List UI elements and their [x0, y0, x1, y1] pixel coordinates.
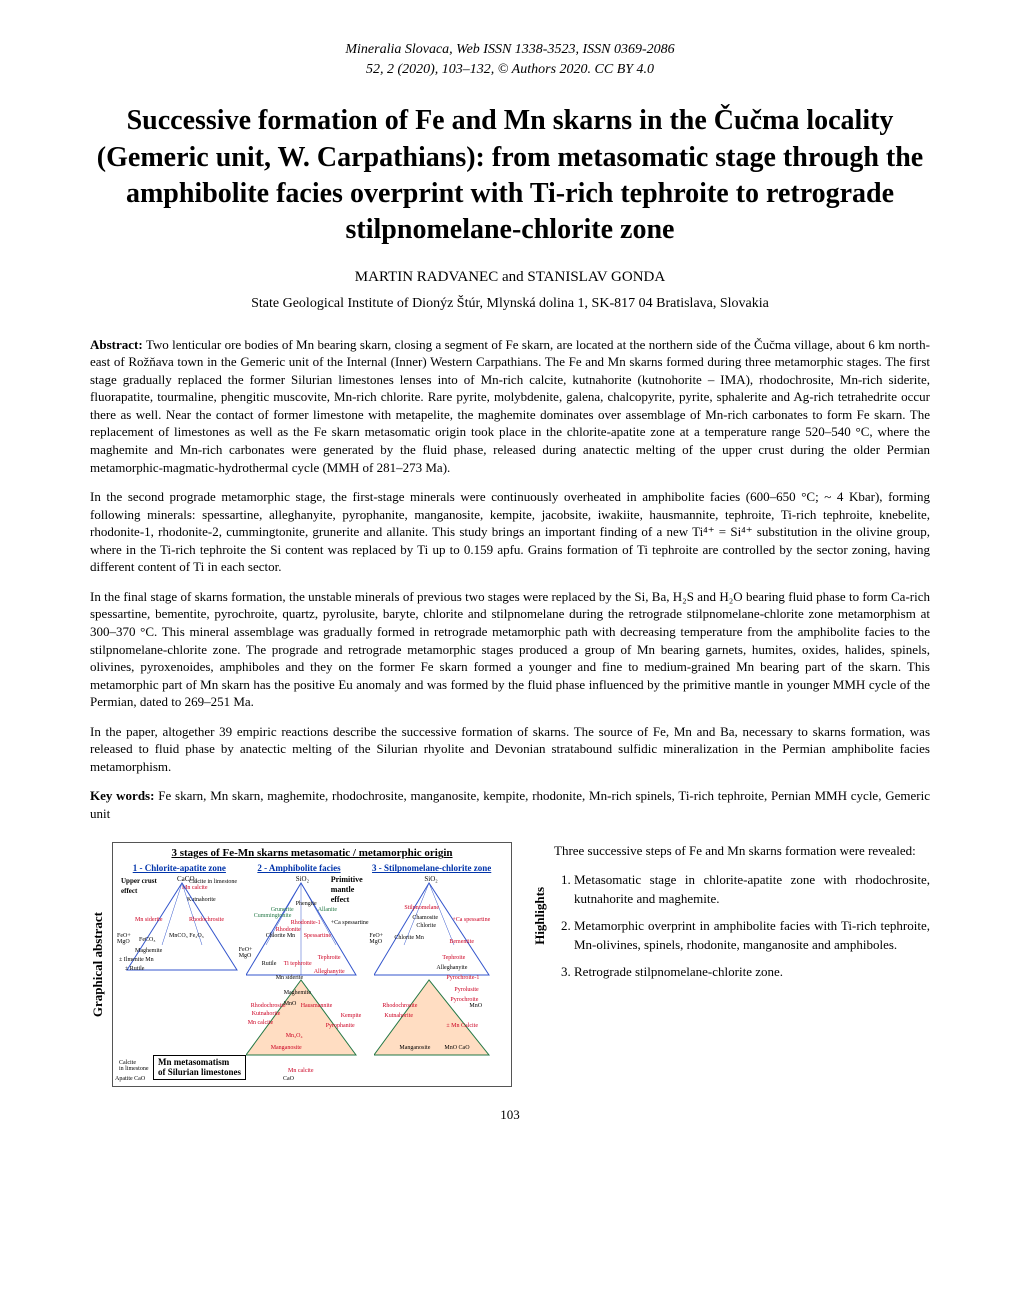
keywords-text: Fe skarn, Mn skarn, maghemite, rhodochro… [90, 788, 930, 821]
ga-right-mno-cao: MnO CaO [444, 1045, 469, 1051]
journal-header: Mineralia Slovaca, Web ISSN 1338-3523, I… [90, 40, 930, 79]
ga-left-rhodochrosite: Rhodochrosite [189, 917, 224, 923]
bottom-section: Graphical abstract 3 stages of Fe-Mn ska… [90, 842, 930, 1087]
ga-left-feco3: FeCO₃ [139, 937, 155, 943]
ga-right-alleghanyite: Alleghanyite [436, 965, 467, 971]
ga-mid-chlorite: Chlorite Mn [266, 933, 296, 939]
ga-right-chamosite: Chamosite [412, 915, 438, 921]
ga-right-kutnahorite: Kutnahorite [384, 1013, 413, 1019]
ga-right-stilpno: Stilpnomelane [404, 905, 439, 911]
ga-mid-caspess: +Ca spessartine [331, 920, 369, 926]
ga-right-bementite: Bementite [449, 939, 474, 945]
ga-right-mno: MnO [469, 1003, 482, 1009]
paper-title: Successive formation of Fe and Mn skarns… [90, 103, 930, 249]
highlights-item-3: Retrograde stilpnomelane-chlorite zone. [574, 963, 930, 982]
ga-mid-mn3o4: Mn₃O₄ [286, 1033, 303, 1039]
ga-right-rhodochrosite: Rhodochrosite [382, 1003, 417, 1009]
ga-bottom-mncalcite: Mn calcite [288, 1068, 314, 1074]
ga-body: Upper crust effect CaCO₃ Calcite in lime… [117, 875, 507, 1065]
ga-mid-kutnahorite: Kutnahorite [252, 1011, 281, 1017]
abstract-paragraph-4: In the paper, altogether 39 empiric reac… [90, 723, 930, 776]
graphical-abstract-container: Graphical abstract 3 stages of Fe-Mn ska… [90, 842, 512, 1087]
ga-left-panel: Upper crust effect CaCO₃ Calcite in lime… [117, 875, 246, 1065]
ga-mid-mnsiderite: Mn siderite [276, 975, 304, 981]
ga-mid-alleghanyite: Alleghanyite [314, 969, 345, 975]
ga-stage2: 2 - Amphibolite facies [257, 863, 340, 873]
ga-mid-feo-mgo: FeO+ MgO [239, 947, 253, 959]
keywords: Key words: Fe skarn, Mn skarn, maghemite… [90, 787, 930, 822]
ga-left-ilmenite: ± Ilmenite Mn [119, 957, 154, 963]
ga-mid-mncalcite: Mn calcite [248, 1020, 274, 1026]
ga-bottom-cao: CaO [283, 1076, 294, 1082]
ga-bottom-calcite: Calcite in limestone [119, 1060, 149, 1072]
journal-line2: 52, 2 (2020), 103–132, © Authors 2020. C… [90, 60, 930, 80]
ga-mid-kempite: Kempite [341, 1013, 362, 1019]
highlights-intro: Three successive steps of Fe and Mn skar… [554, 842, 930, 861]
ga-right-mncalcite: ± Mn Calcite [446, 1023, 478, 1029]
highlights-label: Highlights [532, 887, 548, 945]
affiliation: State Geological Institute of Dionýz Štú… [90, 296, 930, 312]
ga-mid-allanite: Allanite [318, 907, 337, 913]
ga-mid-spessartine: Spessartine [304, 933, 331, 939]
ga-mid-panel: SiO₂ Primitive mantle effect Phengite Gr… [246, 875, 375, 1065]
ga-mid-rutile2: Rutile [262, 961, 277, 967]
page-number: 103 [90, 1107, 930, 1123]
ga-mid-maghemite: Maghemite [284, 990, 311, 996]
ga-right-manganosite: Manganosite [399, 1045, 430, 1051]
ga-mid-titeph: Ti tephroite [284, 961, 312, 967]
keywords-label: Key words: [90, 788, 154, 803]
ga-stage3: 3 - Stilpnomelane-chlorite zone [372, 863, 491, 873]
ga-stages-row: 1 - Chlorite-apatite zone 2 - Amphibolit… [117, 863, 507, 873]
ga-mid-hausmannite: Hausmannite [301, 1003, 333, 1009]
journal-line1: Mineralia Slovaca, Web ISSN 1338-3523, I… [90, 40, 930, 60]
abstract-paragraph-3: In the final stage of skarns formation, … [90, 588, 930, 711]
ga-left-mnco3: MnCO₃ Fe₂O₃ [169, 933, 204, 939]
ga-mid-tephroite: Tephroite [318, 955, 341, 961]
ga-mid-manganosite: Manganosite [271, 1045, 302, 1051]
ga-stage1: 1 - Chlorite-apatite zone [133, 863, 226, 873]
ga-mid-pyrophanite: Pyrophanite [326, 1023, 355, 1029]
abstract-label: Abstract: [90, 337, 143, 352]
ga-right-chlorite-mn: Chlorite Mn [394, 935, 424, 941]
ga-right-feo-mgo: FeO+ MgO [369, 933, 383, 945]
ga-mid-phengite: Phengite [296, 901, 317, 907]
highlights-container: Highlights Three successive steps of Fe … [532, 842, 930, 989]
abstract-paragraph-2: In the second prograde metamorphic stage… [90, 488, 930, 576]
abstract-paragraph-1: Abstract: Two lenticular ore bodies of M… [90, 336, 930, 476]
abstract-p1-text: Two lenticular ore bodies of Mn bearing … [90, 337, 930, 475]
graphical-abstract-box: 3 stages of Fe-Mn skarns metasomatic / m… [112, 842, 512, 1087]
authors: MARTIN RADVANEC and STANISLAV GONDA [90, 269, 930, 286]
ga-left-rutile: ± Rutile [125, 966, 144, 972]
ga-bottom-box: Mn metasomatism of Silurian limestones [153, 1055, 246, 1081]
highlights-item-1: Metasomatic stage in chlorite-apatite zo… [574, 871, 930, 909]
ga-right-tephroite: Tephroite [442, 955, 465, 961]
ga-title: 3 stages of Fe-Mn skarns metasomatic / m… [117, 847, 507, 859]
ga-mid-mno: MnO [284, 1001, 297, 1007]
highlights-item-2: Metamorphic overprint in amphibolite fac… [574, 917, 930, 955]
ga-bottom-apatite: Apatite CaO [115, 1076, 145, 1082]
highlights-content: Three successive steps of Fe and Mn skar… [554, 842, 930, 989]
ga-left-maghemite: Maghemite [135, 948, 162, 954]
ga-mid-cumming: Cummingtonite [254, 913, 292, 919]
ga-left-mnsiderite: Mn siderite [135, 917, 163, 923]
ga-right-caspess: +Ca spessartine [452, 917, 490, 923]
ga-right-chlorite: Chlorite [416, 923, 436, 929]
ga-left-feo-mgo: FeO+ MgO [117, 933, 131, 945]
highlights-list: Metasomatic stage in chlorite-apatite zo… [554, 871, 930, 981]
ga-mid-rhodochrosite: Rhodochrosite [251, 1003, 286, 1009]
ga-right-pyrochroite1: Pyrochroite-1 [446, 975, 479, 981]
ga-right-panel: SiO₂ Stilpnomelane Chamosite Chlorite +C… [374, 875, 507, 1065]
ga-right-pyrolusite: Pyrolusite [454, 987, 478, 993]
graphical-abstract-label: Graphical abstract [90, 912, 106, 1017]
ga-mid-rhodonite1: Rhodonite-1 [291, 920, 321, 926]
